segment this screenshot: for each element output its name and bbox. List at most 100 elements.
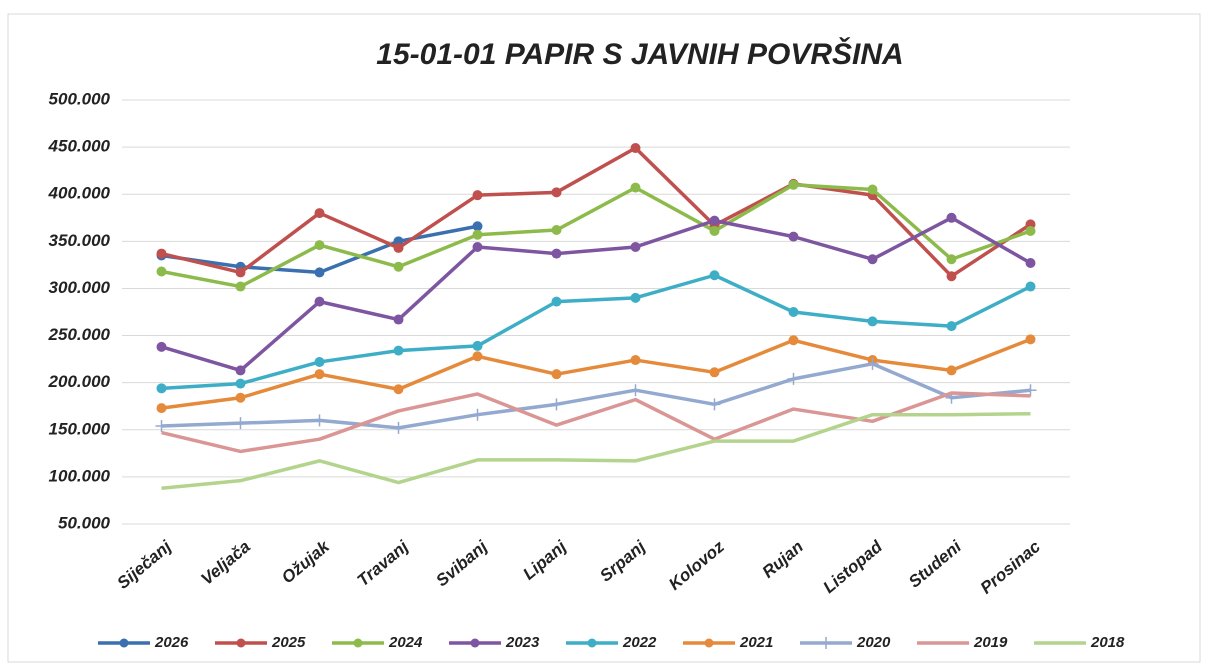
point	[866, 357, 879, 370]
point	[235, 267, 246, 278]
point	[393, 345, 404, 356]
point	[472, 229, 483, 240]
point	[472, 351, 483, 362]
point	[1025, 281, 1036, 292]
point	[630, 143, 641, 154]
y-tick-label: 350.000	[49, 231, 111, 250]
point	[155, 420, 168, 433]
point	[550, 398, 563, 411]
point	[867, 316, 878, 327]
series-line	[161, 362, 1031, 430]
point	[629, 384, 642, 397]
point	[472, 190, 483, 201]
legend-marker	[704, 638, 714, 648]
series-line	[161, 391, 1031, 454]
series-line	[161, 273, 1032, 391]
point	[946, 212, 957, 223]
series-line	[161, 183, 1032, 289]
legend-marker	[587, 638, 597, 648]
point	[235, 378, 246, 389]
point	[1025, 334, 1036, 345]
point	[709, 215, 720, 226]
point	[788, 179, 799, 190]
point	[946, 321, 957, 332]
point	[551, 187, 562, 198]
point	[472, 241, 483, 252]
point	[314, 356, 325, 367]
y-tick-label: 400.000	[48, 184, 111, 203]
series-line	[160, 216, 1032, 373]
point	[551, 248, 562, 259]
point	[867, 254, 878, 265]
point	[472, 221, 483, 232]
legend-marker	[353, 638, 363, 648]
point	[551, 369, 562, 380]
point	[471, 408, 484, 421]
chart-title: 15-01-01 PAPIR S JAVNIH POVRŠINA	[376, 37, 903, 71]
point	[314, 296, 325, 307]
legend-label: 2024	[388, 634, 423, 651]
point	[235, 365, 246, 376]
legend-label: 2018	[1090, 634, 1125, 651]
point	[156, 248, 167, 259]
point	[788, 231, 799, 242]
point	[551, 225, 562, 236]
point	[946, 365, 957, 376]
point	[234, 417, 247, 430]
point	[788, 307, 799, 317]
series-line	[161, 412, 1031, 490]
y-tick-label: 250.000	[48, 325, 111, 344]
point	[156, 403, 167, 414]
point	[630, 182, 641, 193]
legend-marker	[119, 638, 129, 648]
point	[314, 240, 325, 251]
point	[709, 225, 720, 236]
point	[709, 270, 720, 281]
legend-marker	[236, 638, 246, 648]
point	[314, 369, 325, 380]
series-line	[161, 337, 1032, 410]
legend-label: 2025	[271, 634, 306, 651]
point	[551, 296, 562, 307]
point	[946, 271, 957, 282]
legend-label: 2023	[505, 634, 540, 651]
point	[709, 367, 720, 378]
y-tick-label: 100.000	[49, 466, 111, 485]
y-tick-label: 300.000	[49, 278, 111, 297]
point	[314, 208, 325, 219]
point	[1025, 258, 1036, 269]
point	[630, 241, 641, 252]
legend-marker	[820, 637, 832, 649]
point	[393, 314, 404, 325]
point	[867, 184, 878, 195]
point	[313, 414, 326, 427]
point	[235, 392, 246, 403]
point	[630, 355, 641, 366]
y-tick-label: 450.000	[48, 137, 111, 156]
point	[314, 267, 325, 278]
legend-marker	[470, 638, 480, 648]
series-line	[161, 146, 1032, 278]
point	[393, 242, 404, 253]
point	[946, 254, 957, 265]
point	[235, 281, 246, 292]
point	[156, 383, 167, 394]
point	[708, 398, 721, 411]
y-tick-label: 50.000	[58, 513, 111, 532]
point	[393, 384, 404, 395]
point	[472, 340, 483, 351]
point	[787, 372, 800, 385]
point	[392, 421, 405, 434]
point	[1025, 225, 1036, 236]
legend-label: 2020	[856, 634, 891, 651]
legend-label: 2026	[154, 634, 189, 651]
y-tick-label: 500.000	[49, 89, 111, 108]
y-tick-label: 150.000	[49, 419, 111, 438]
point	[630, 292, 641, 303]
legend-label: 2022	[622, 634, 657, 651]
point	[156, 266, 167, 277]
point	[788, 335, 799, 346]
point	[156, 341, 167, 352]
legend-label: 2019	[973, 634, 1008, 651]
point	[393, 261, 404, 272]
